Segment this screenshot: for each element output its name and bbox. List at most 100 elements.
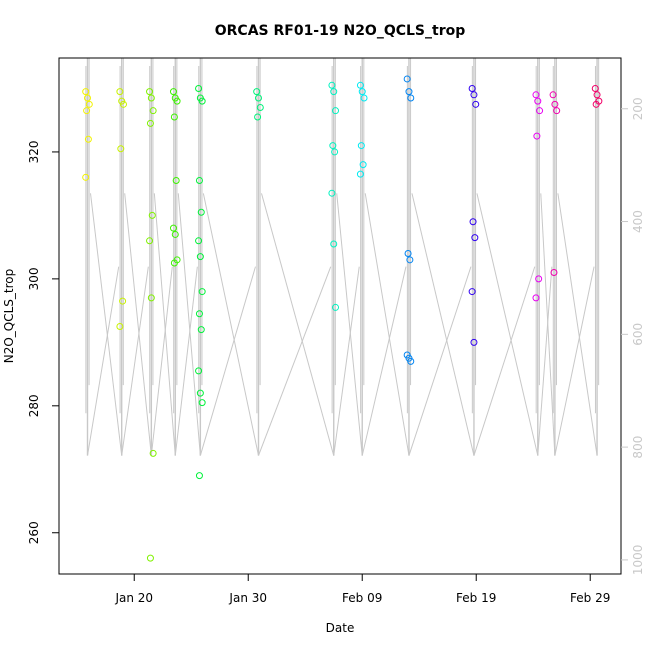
data-point <box>169 88 177 96</box>
x-tick-label: Feb 19 <box>456 591 496 605</box>
altitude-transit <box>90 193 123 456</box>
data-point <box>535 275 543 283</box>
data-point <box>328 81 336 89</box>
data-point <box>468 288 476 296</box>
data-point <box>195 472 203 480</box>
data-point <box>82 173 90 181</box>
altitude-traces <box>85 58 600 456</box>
plot-frame <box>58 57 622 575</box>
data-point <box>172 176 180 184</box>
data-point <box>146 88 154 96</box>
y2-tick-label: 400 <box>631 210 645 233</box>
data-point <box>195 237 203 245</box>
altitude-transit <box>153 193 176 456</box>
data-point <box>84 135 92 143</box>
data-point <box>170 113 178 121</box>
data-point <box>85 100 93 108</box>
altitude-transit <box>87 266 120 456</box>
data-point <box>356 170 364 178</box>
data-point <box>116 88 124 96</box>
x-tick-label: Feb 09 <box>342 591 382 605</box>
data-point <box>549 91 557 99</box>
data-point <box>359 161 367 169</box>
altitude-transit <box>121 266 149 456</box>
altitude-transit <box>557 193 598 456</box>
data-point <box>469 218 477 226</box>
altitude-transit <box>537 266 553 456</box>
data-point <box>169 224 177 232</box>
data-point <box>550 269 558 277</box>
altitude-transit <box>540 193 556 456</box>
data-point <box>330 240 338 248</box>
data-point <box>254 94 262 102</box>
y2-tick-label: 800 <box>631 436 645 459</box>
data-point <box>197 208 205 216</box>
altitude-transit <box>261 193 335 456</box>
axes: Jan 20 Jan 30 Feb 09 Feb 19 Feb 29 260 280 300 3… <box>27 97 645 605</box>
data-point <box>195 84 203 92</box>
data-point <box>116 322 124 330</box>
data-point <box>83 94 91 102</box>
data-point <box>198 97 206 105</box>
data-point <box>170 259 178 267</box>
data-point <box>534 97 542 105</box>
data-point <box>146 119 154 127</box>
data-point <box>357 142 365 150</box>
data-point <box>195 367 203 375</box>
altitude-transit <box>124 193 152 456</box>
data-point <box>356 81 364 89</box>
altitude-transit <box>408 266 472 456</box>
data-point <box>405 88 413 96</box>
y-axis-label: N2O_QCLS_trop <box>2 269 16 364</box>
x-axis-label: Date <box>326 621 355 635</box>
chart-title: ORCAS RF01-19 N2O_QCLS_trop <box>215 23 466 39</box>
data-point <box>553 107 561 115</box>
data-point <box>468 84 476 92</box>
data-point <box>198 288 206 296</box>
data-point <box>171 230 179 238</box>
data-point <box>149 449 157 457</box>
data-point <box>197 326 205 334</box>
altitude-transit <box>476 193 539 456</box>
data-point <box>253 88 261 96</box>
data-point <box>471 234 479 242</box>
data-point <box>256 104 264 112</box>
data-point <box>591 84 599 92</box>
data-point <box>198 399 206 407</box>
data-point <box>328 189 336 197</box>
data-point <box>82 88 90 96</box>
data-point <box>254 113 262 121</box>
data-point <box>406 256 414 264</box>
altitude-transit <box>202 193 259 456</box>
data-point <box>551 100 559 108</box>
altitude-transit <box>554 266 595 456</box>
data-point <box>117 145 125 153</box>
data-point <box>472 100 480 108</box>
data-point <box>146 554 154 562</box>
data-point <box>592 100 600 108</box>
data-point <box>83 107 91 115</box>
data-point <box>404 249 412 257</box>
data-point <box>532 294 540 302</box>
altitude-transit <box>150 266 173 456</box>
altitude-transit <box>473 266 536 456</box>
data-point <box>329 142 337 150</box>
data-point <box>407 94 415 102</box>
y2-tick-label: 600 <box>631 323 645 346</box>
data-point <box>470 91 478 99</box>
data-point <box>149 107 157 115</box>
data-points <box>82 75 603 562</box>
data-point <box>536 107 544 115</box>
altitude-transit <box>336 193 363 456</box>
altitude-transit <box>199 266 256 456</box>
data-point <box>331 148 339 156</box>
data-point <box>533 132 541 140</box>
data-point <box>196 253 204 261</box>
altitude-transit <box>174 266 198 456</box>
data-point <box>330 88 338 96</box>
altitude-transit <box>258 266 332 456</box>
data-point <box>332 303 340 311</box>
data-point <box>358 88 366 96</box>
